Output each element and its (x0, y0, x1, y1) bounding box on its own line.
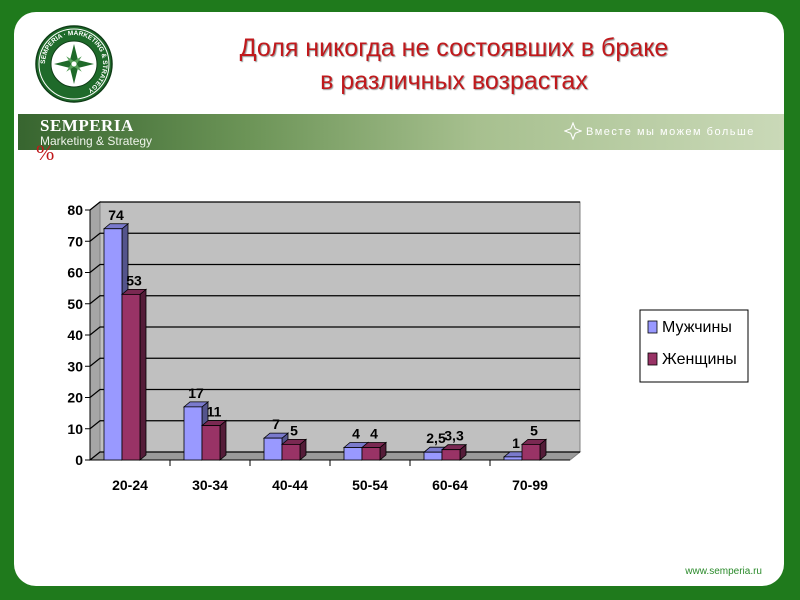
data-label: 1 (512, 435, 520, 451)
legend-entry: Женщины (662, 351, 737, 368)
x-tick-label: 50-54 (352, 477, 388, 493)
x-tick-label: 70-99 (512, 477, 548, 493)
star-icon (564, 122, 582, 140)
y-tick-label: 80 (67, 202, 83, 218)
brand-banner: SEMPERIA Marketing & Strategy Вместе мы … (18, 114, 784, 150)
data-label: 4 (370, 426, 378, 442)
bar (440, 443, 468, 461)
bar-front (281, 443, 301, 461)
legend: Мужчины Женщины (639, 309, 749, 383)
brand-subtitle: Marketing & Strategy (40, 134, 153, 148)
x-tick-label: 30-34 (192, 477, 228, 493)
bar (120, 288, 148, 461)
gridline (89, 326, 580, 336)
data-label: 4 (352, 426, 360, 442)
bar-front (441, 449, 461, 461)
x-tick-label: 40-44 (272, 477, 308, 493)
x-tick-label: 20-24 (112, 477, 148, 493)
data-label: 17 (188, 385, 204, 401)
bar-front (503, 456, 523, 461)
y-tick-label: 50 (67, 296, 83, 312)
gridline (89, 357, 580, 367)
gridline (89, 201, 580, 211)
y-tick-label: 30 (67, 358, 83, 374)
gridline (89, 451, 580, 461)
bar-front (121, 293, 141, 461)
data-label: 5 (530, 422, 538, 438)
legend-swatch (647, 320, 658, 334)
legend-box (639, 309, 749, 383)
data-label: 11 (207, 404, 222, 420)
x-tick-label: 60-64 (432, 477, 468, 493)
bar-front (423, 451, 443, 461)
bar-front (183, 406, 203, 461)
bar-front (361, 447, 381, 461)
y-tick-label: 10 (67, 421, 83, 437)
bar-side (139, 288, 147, 461)
unit-label: % (36, 140, 55, 165)
page-title: Доля никогда не состоявших в браке в раз… (154, 32, 754, 98)
bar-side (219, 419, 227, 461)
brand-name: SEMPERIA (40, 116, 134, 135)
bar (200, 419, 228, 461)
gridline (89, 420, 580, 430)
legend-entry: Мужчины (662, 319, 732, 336)
bar (280, 438, 308, 461)
gridline (89, 263, 580, 273)
y-tick-label: 0 (75, 452, 83, 468)
data-label: 74 (108, 207, 124, 223)
bar-front (103, 228, 123, 461)
bar-front (263, 437, 283, 461)
data-label: 7 (272, 416, 280, 432)
y-tick-label: 20 (67, 390, 83, 406)
legend-swatch (647, 352, 658, 366)
bar-front (521, 443, 541, 461)
title-line-2: в различных возрастах (320, 67, 588, 95)
y-tick-label: 40 (67, 327, 83, 343)
bar-front (343, 447, 363, 461)
bar (360, 441, 388, 461)
gridline (89, 388, 580, 398)
title-line-1: Доля никогда не состоявших в браке (239, 34, 669, 62)
gridline (89, 232, 580, 242)
semperia-seal-logo: SEMPERIA · MARKETING & STRATEGY (35, 25, 113, 103)
website-link[interactable]: www.semperia.ru (685, 566, 762, 577)
gridline (89, 295, 580, 305)
data-label: 53 (126, 272, 142, 288)
brand-motto: Вместе мы можем больше (586, 126, 755, 138)
data-label: 3,3 (444, 428, 464, 444)
bar (520, 438, 548, 461)
y-tick-label: 70 (67, 233, 83, 249)
data-label: 5 (290, 422, 298, 438)
bar-front (201, 425, 221, 461)
y-tick-label: 60 (67, 265, 83, 281)
data-label: 2,5 (426, 430, 446, 446)
